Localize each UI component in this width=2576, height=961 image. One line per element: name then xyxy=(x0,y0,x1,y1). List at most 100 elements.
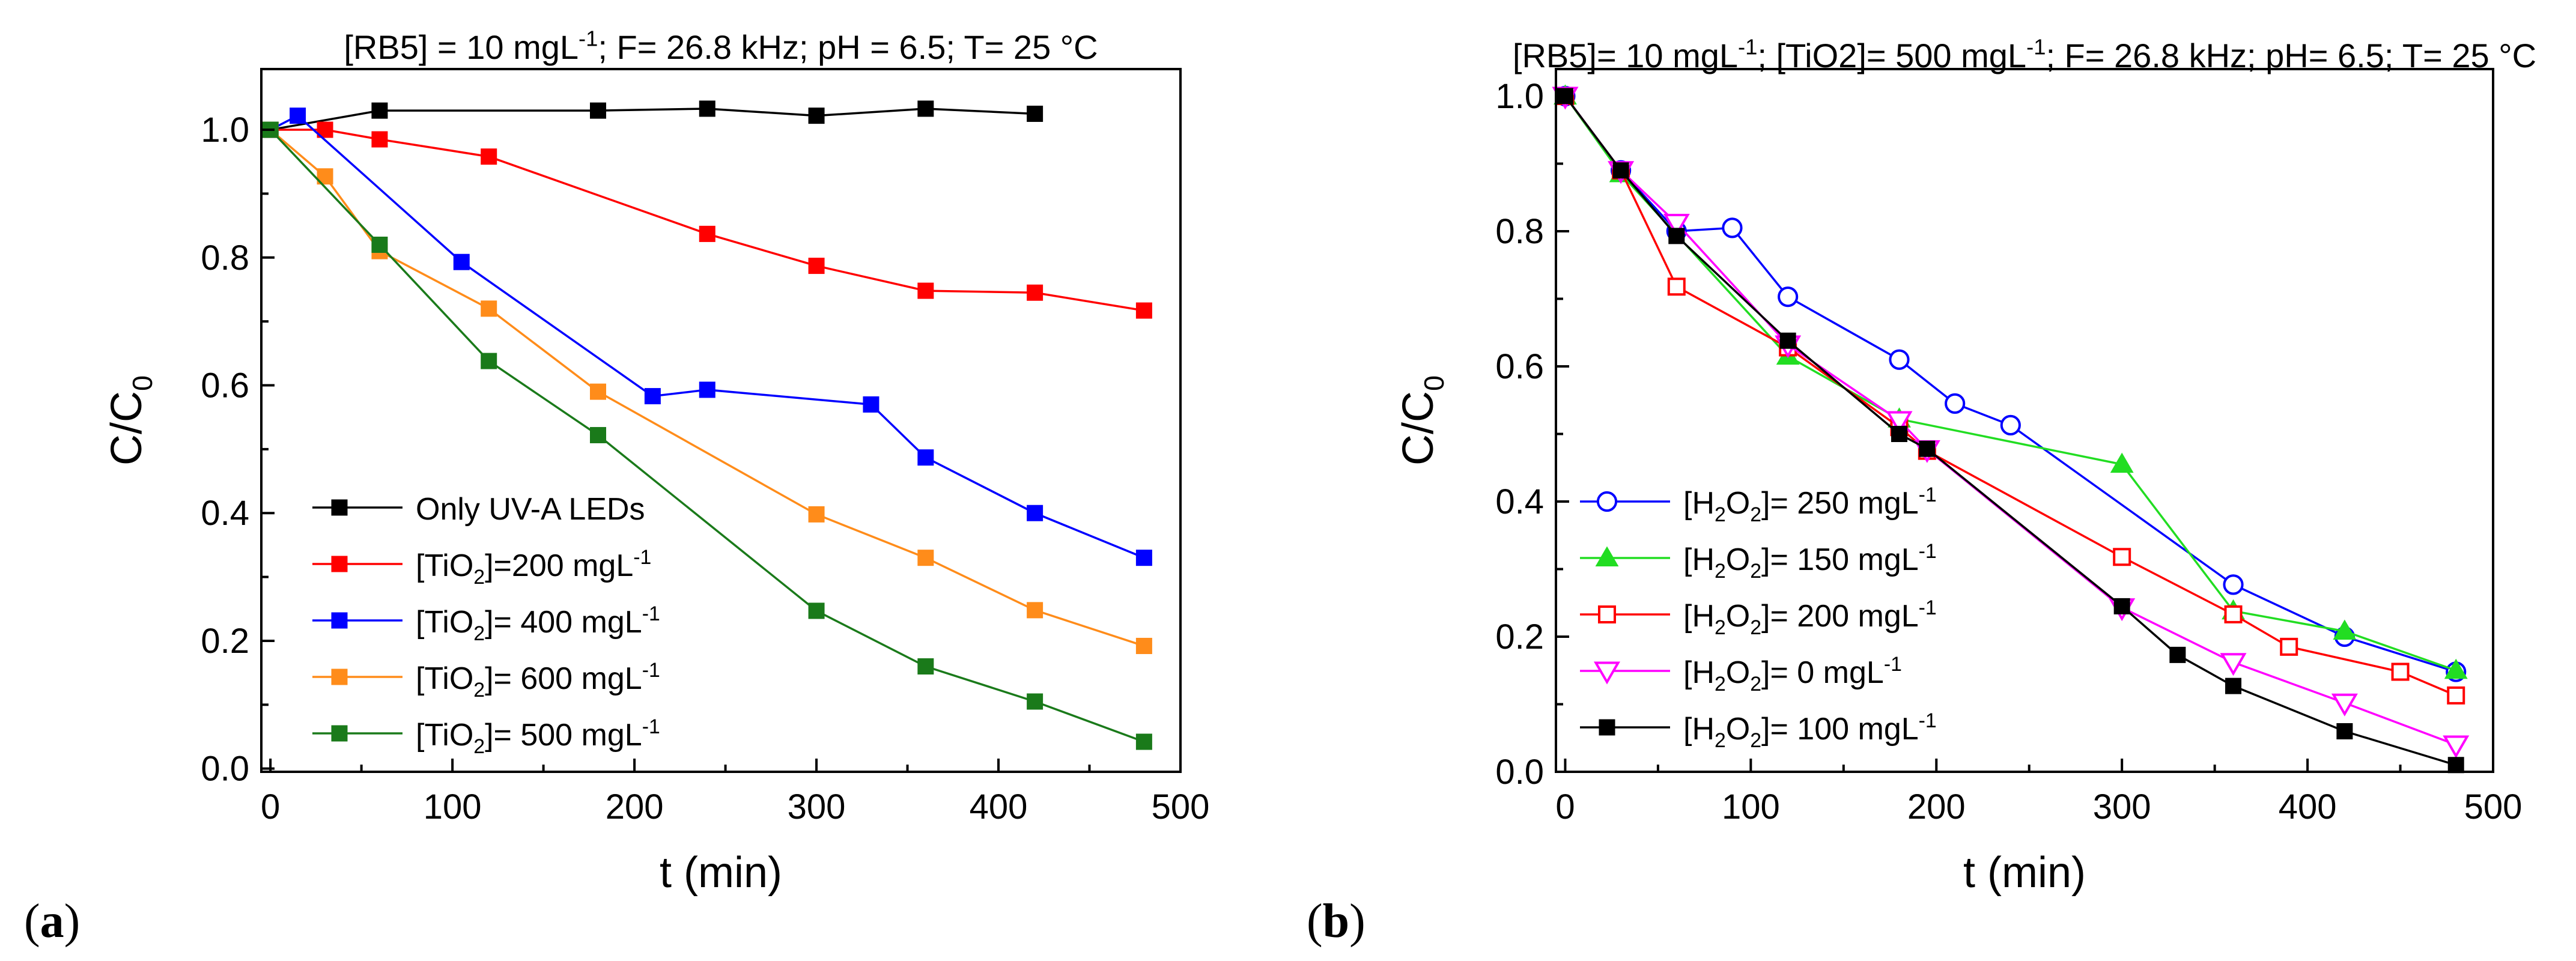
data-point xyxy=(2333,619,2357,640)
data-point xyxy=(589,383,606,400)
data-point xyxy=(1886,411,1913,434)
legend-item: [H2O2]= 200 mgL-1 xyxy=(1580,596,1937,639)
series-5 xyxy=(262,121,1152,750)
data-point xyxy=(1668,228,1685,244)
data-point xyxy=(917,100,934,117)
legend-label: [TiO2]= 500 mgL-1 xyxy=(416,715,660,758)
series-line xyxy=(270,129,1144,312)
data-point xyxy=(2220,653,2247,676)
legend-label: [H2O2]= 150 mgL-1 xyxy=(1683,540,1937,583)
data-point xyxy=(699,225,715,242)
data-point xyxy=(808,108,825,124)
data-point xyxy=(2223,574,2244,595)
legend-marker xyxy=(1598,605,1616,623)
data-point xyxy=(1945,393,1966,414)
legend-item: [H2O2]= 0 mgL-1 xyxy=(1580,653,1902,696)
legend-marker xyxy=(331,499,348,516)
data-point xyxy=(371,102,388,119)
legend-item: [H2O2]= 150 mgL-1 xyxy=(1580,540,1937,583)
series-line xyxy=(1564,95,2456,671)
panel-label: (a) xyxy=(24,895,80,948)
chart-title: [RB5] = 10 mgL-1; F= 26.8 kHz; pH = 6.5;… xyxy=(344,26,1098,66)
y-tick-label: 0.6 xyxy=(201,366,249,405)
data-point xyxy=(699,381,715,398)
x-tick-label: 200 xyxy=(606,787,664,826)
data-point xyxy=(2110,452,2134,473)
panel-label: (b) xyxy=(1307,895,1365,948)
legend: Only UV-A LEDs [TiO2]=200 mgL-1 [TiO2]= 40… xyxy=(312,492,660,758)
series-1 xyxy=(262,100,1043,138)
data-point xyxy=(2113,598,2130,614)
data-point xyxy=(917,658,934,675)
data-point xyxy=(2336,723,2353,739)
legend-label: Only UV-A LEDs xyxy=(416,492,645,527)
plot-frame xyxy=(1555,68,2494,773)
x-tick-label: 100 xyxy=(1722,787,1780,826)
data-point xyxy=(2113,548,2131,566)
x-tick-label: 300 xyxy=(788,787,846,826)
data-point xyxy=(481,300,497,317)
legend-marker xyxy=(331,556,348,572)
data-point xyxy=(808,258,825,274)
legend-label: [H2O2]= 250 mgL-1 xyxy=(1683,484,1937,526)
legend-marker xyxy=(1599,719,1615,736)
data-point xyxy=(1027,505,1043,521)
series-line xyxy=(270,114,1145,559)
y-tick-label: 0.8 xyxy=(201,238,249,277)
data-point xyxy=(1135,733,1152,750)
legend-marker xyxy=(331,612,348,629)
x-tick-label: 400 xyxy=(2279,787,2337,826)
y-tick-label: 0.2 xyxy=(1495,617,1544,656)
y-tick-label: 1.0 xyxy=(201,111,249,150)
legend-item: [H2O2]= 250 mgL-1 xyxy=(1580,484,1937,526)
data-point xyxy=(1612,162,1629,179)
legend-item: [TiO2]=200 mgL-1 xyxy=(312,546,651,589)
legend-marker xyxy=(331,668,348,685)
legend-label: [TiO2]= 400 mgL-1 xyxy=(416,602,660,645)
x-tick-label: 500 xyxy=(2464,787,2523,826)
data-point xyxy=(2444,658,2468,679)
y-tick-label: 0.6 xyxy=(1495,347,1544,386)
data-point xyxy=(863,396,879,413)
data-point xyxy=(481,148,497,165)
data-point xyxy=(808,602,825,619)
data-point xyxy=(1891,426,1907,442)
data-point xyxy=(917,550,934,566)
chart-panel-b: [RB5]= 10 mgL-1; [TiO2]= 500 mgL-1; F= 2… xyxy=(1307,35,2536,948)
data-point xyxy=(699,100,715,117)
data-point xyxy=(290,108,306,124)
data-point xyxy=(1027,284,1043,301)
y-tick-label: 0.4 xyxy=(201,494,249,533)
y-tick-label: 1.0 xyxy=(1495,77,1544,116)
x-tick-label: 200 xyxy=(1907,787,1966,826)
data-point xyxy=(2224,605,2243,623)
legend-item: Only UV-A LEDs xyxy=(312,492,645,527)
data-point xyxy=(1135,302,1152,319)
x-axis-label: t (min) xyxy=(1963,849,2086,897)
data-point xyxy=(589,426,606,443)
data-point xyxy=(917,282,934,299)
series-1 xyxy=(1555,85,2467,682)
data-point xyxy=(2169,646,2186,663)
x-tick-label: 0 xyxy=(1555,787,1575,826)
legend-label: [TiO2]= 600 mgL-1 xyxy=(416,659,660,702)
y-tick-label: 0.2 xyxy=(201,622,249,661)
legend-item: [H2O2]= 100 mgL-1 xyxy=(1580,709,1937,752)
data-point xyxy=(2447,686,2465,705)
data-point xyxy=(481,353,497,369)
series-line xyxy=(1564,95,2456,673)
data-point xyxy=(1135,637,1152,654)
legend-label: [TiO2]=200 mgL-1 xyxy=(416,546,651,589)
data-point xyxy=(1779,332,1796,349)
x-tick-label: 100 xyxy=(424,787,482,826)
series-line xyxy=(1564,95,2456,746)
series-2 xyxy=(262,121,1152,319)
data-point xyxy=(2391,662,2410,681)
data-point xyxy=(1663,214,1690,237)
data-point xyxy=(589,102,606,119)
data-point xyxy=(1667,277,1686,296)
legend-label: [H2O2]= 0 mgL-1 xyxy=(1683,653,1902,696)
legend-marker xyxy=(1596,491,1618,512)
chart-panel-a: [RB5] = 10 mgL-1; F= 26.8 kHz; pH = 6.5;… xyxy=(24,26,1209,948)
